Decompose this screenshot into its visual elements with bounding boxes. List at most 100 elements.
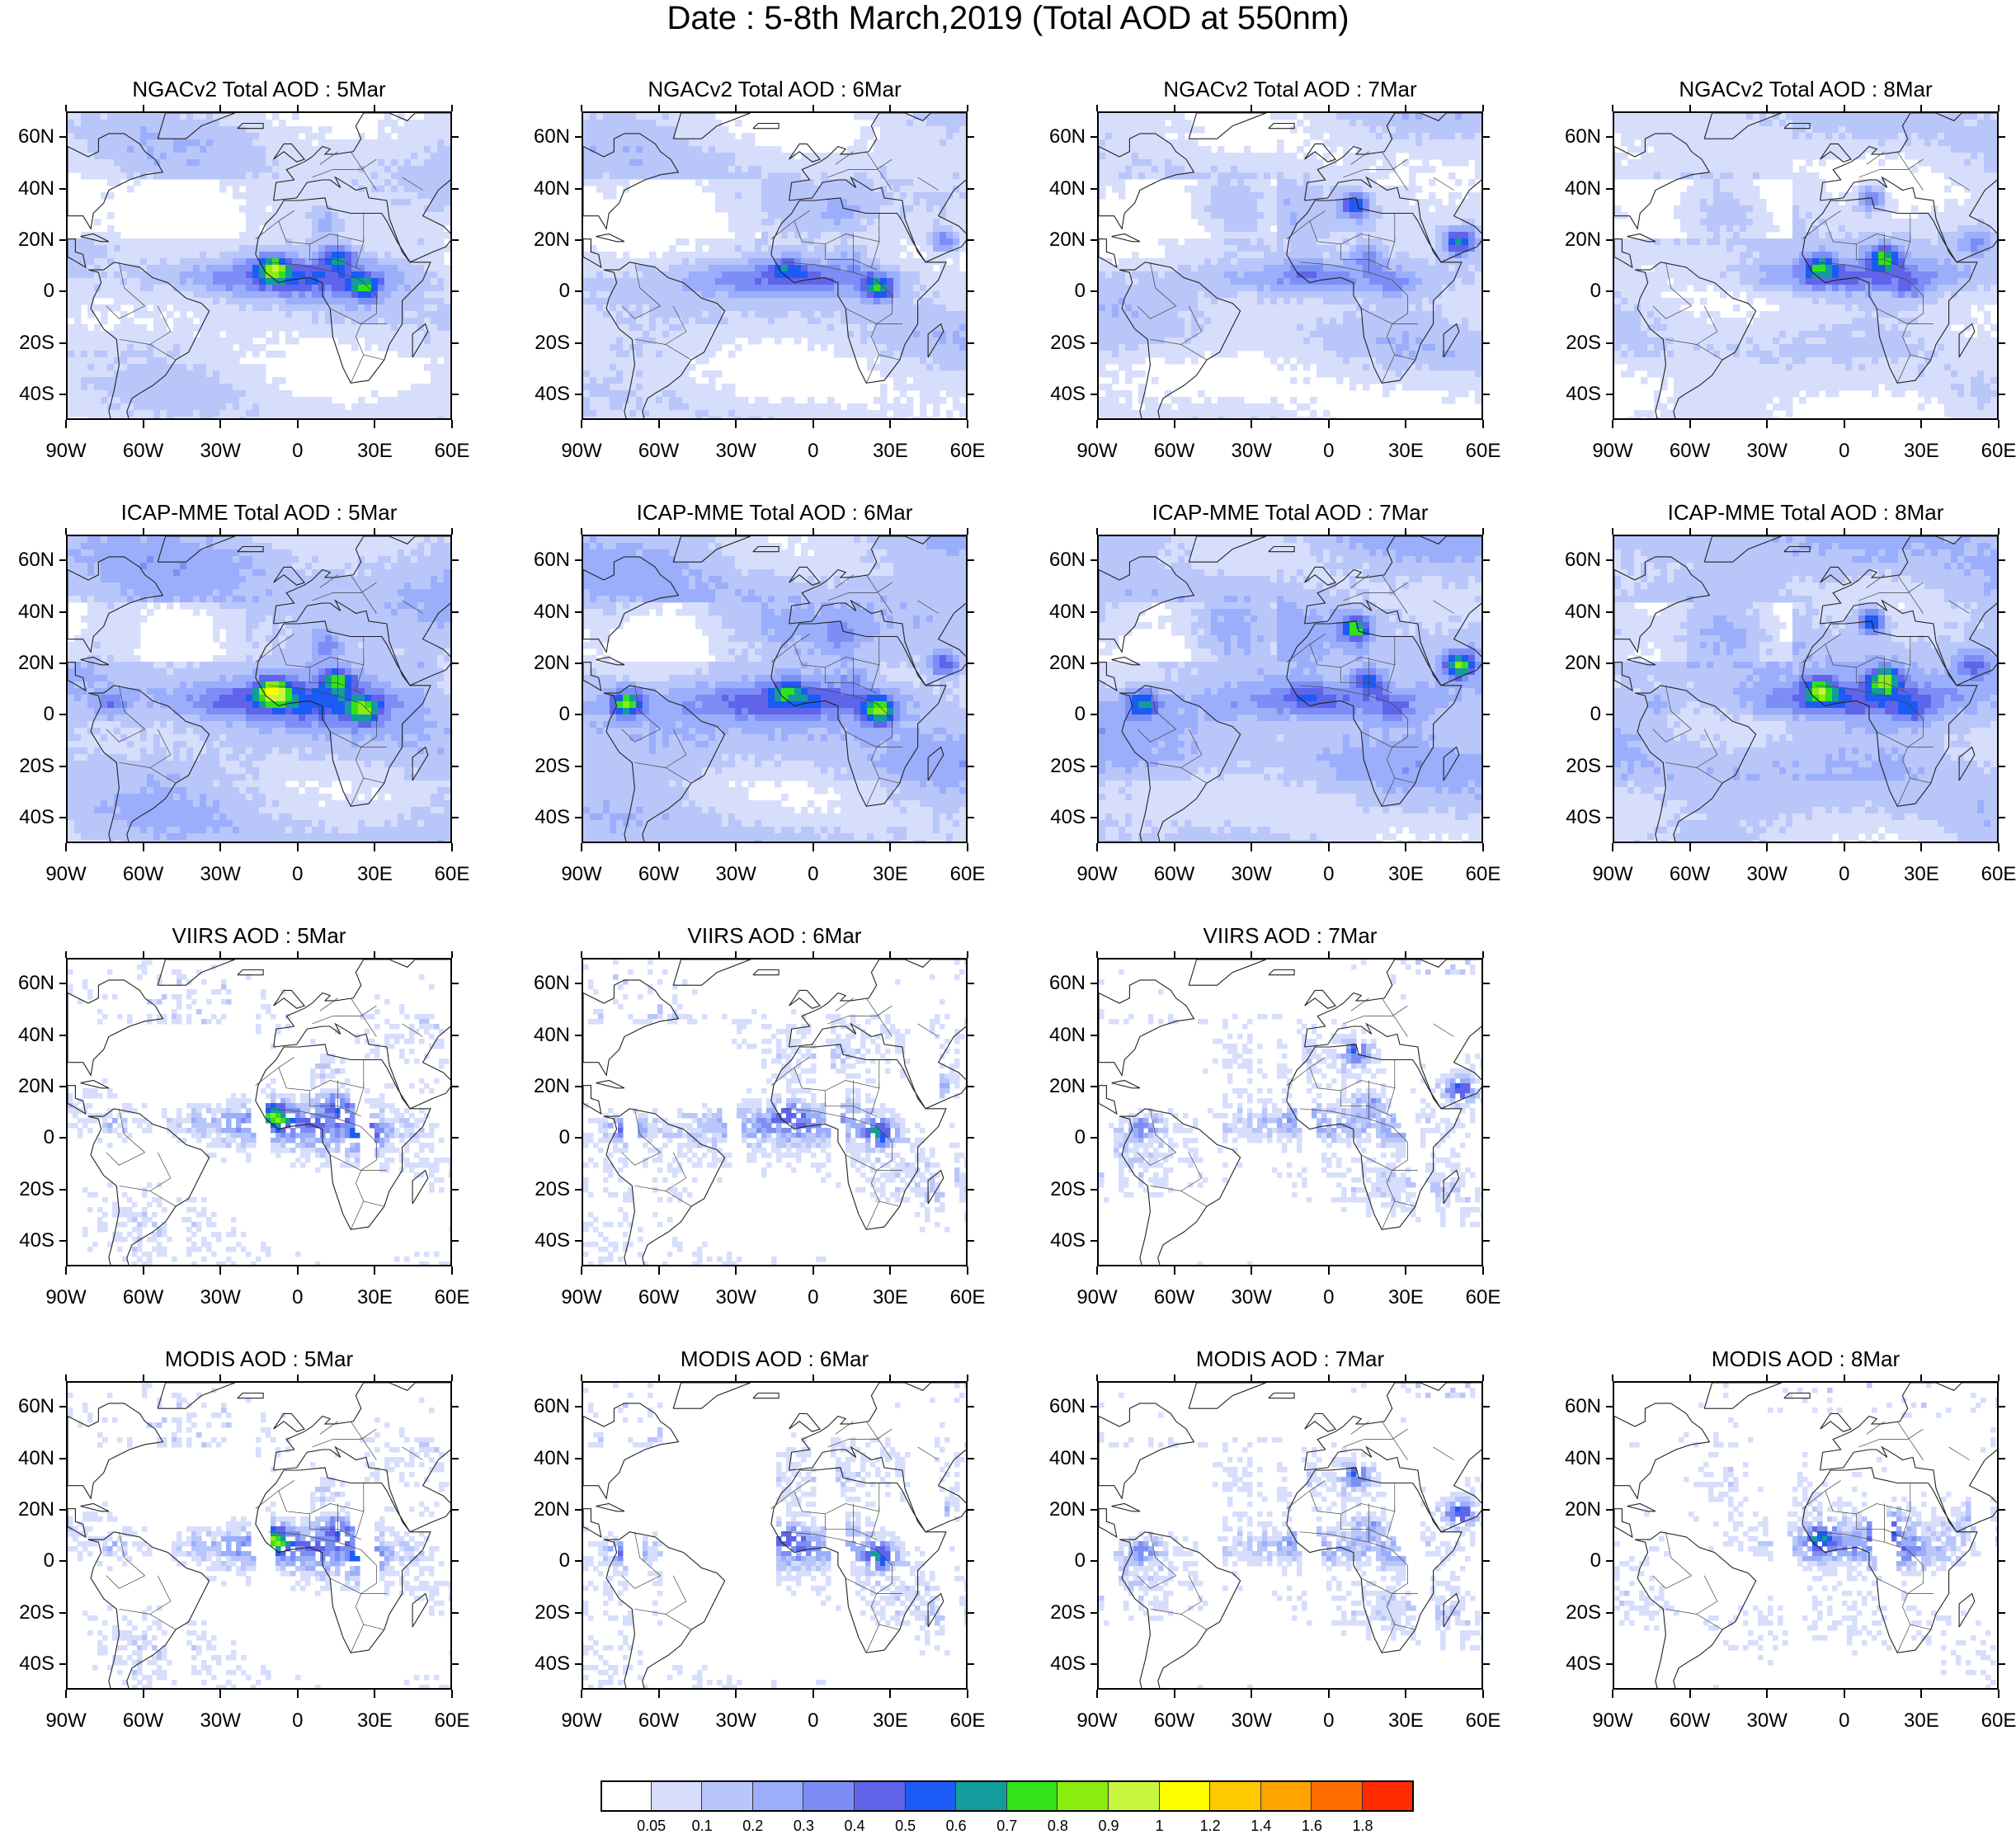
lon-tick bbox=[65, 843, 67, 851]
lon-tick bbox=[1251, 843, 1253, 851]
lat-tick bbox=[1483, 765, 1490, 767]
lat-tick-label: 40S bbox=[1552, 384, 1601, 404]
lat-tick bbox=[1483, 559, 1490, 562]
lon-tick bbox=[451, 528, 453, 535]
lon-tick bbox=[451, 420, 453, 428]
lon-tick-label: 90W bbox=[1580, 1711, 1646, 1731]
lon-tick-label: 0 bbox=[780, 1288, 846, 1308]
lon-tick bbox=[1998, 105, 2000, 111]
lon-tick-label: 60E bbox=[935, 865, 1001, 884]
lon-tick bbox=[1766, 105, 1769, 111]
lat-tick-label: 40S bbox=[1036, 1653, 1086, 1674]
lat-tick bbox=[1090, 1239, 1097, 1242]
lon-tick bbox=[812, 528, 814, 535]
lat-tick bbox=[59, 1137, 66, 1139]
lon-tick-label: 30E bbox=[1373, 1711, 1439, 1731]
lon-tick-label: 60E bbox=[1966, 865, 2016, 884]
lon-tick-label: 0 bbox=[1296, 1288, 1362, 1308]
lat-tick bbox=[452, 1239, 459, 1242]
lat-tick bbox=[575, 816, 582, 818]
lat-tick-label: 20S bbox=[5, 332, 54, 353]
lat-tick bbox=[1483, 342, 1490, 344]
lon-tick-label: 60W bbox=[626, 441, 692, 461]
lat-tick-label: 60N bbox=[520, 127, 570, 147]
map-plot-area bbox=[66, 1381, 452, 1690]
lon-tick bbox=[1920, 105, 1923, 111]
lat-tick bbox=[1090, 1508, 1097, 1511]
aod-field bbox=[1099, 960, 1481, 1265]
lon-tick-label: 60W bbox=[1142, 441, 1208, 461]
lon-tick-label: 60W bbox=[1142, 1288, 1208, 1308]
lon-tick bbox=[735, 105, 737, 111]
lat-tick bbox=[452, 1560, 459, 1563]
lat-tick-label: 20N bbox=[1036, 1499, 1086, 1520]
lon-tick bbox=[1612, 1690, 1613, 1698]
lon-tick-label: 0 bbox=[1811, 1711, 1877, 1731]
lon-tick bbox=[657, 1375, 660, 1381]
lon-tick bbox=[1612, 420, 1613, 428]
lon-tick bbox=[1327, 1375, 1330, 1381]
lon-tick bbox=[142, 105, 144, 111]
lat-tick-label: 20N bbox=[1036, 1076, 1086, 1096]
lon-tick-label: 90W bbox=[1064, 1711, 1130, 1731]
lon-tick bbox=[451, 1266, 453, 1275]
panel-title: NGACv2 Total AOD : 7Mar bbox=[1097, 77, 1483, 101]
aod-field bbox=[583, 1383, 966, 1688]
lon-tick bbox=[1173, 528, 1175, 535]
lon-tick-label: 60W bbox=[1657, 865, 1723, 884]
lat-tick bbox=[452, 1085, 459, 1087]
aod-field bbox=[1099, 1383, 1481, 1688]
lon-tick-label: 0 bbox=[265, 865, 331, 884]
coastlines bbox=[583, 1383, 966, 1688]
panel-title: ICAP-MME Total AOD : 8Mar bbox=[1613, 500, 1999, 525]
panel-title: ICAP-MME Total AOD : 7Mar bbox=[1097, 500, 1483, 525]
lon-tick bbox=[1482, 1375, 1484, 1381]
lon-tick-label: 30W bbox=[187, 1711, 253, 1731]
lat-tick bbox=[59, 1560, 66, 1563]
map-svg bbox=[1099, 536, 1481, 842]
aod-field bbox=[68, 536, 450, 842]
lon-tick bbox=[1173, 105, 1175, 111]
lon-tick bbox=[1766, 528, 1769, 535]
lat-tick bbox=[59, 1662, 66, 1665]
lat-tick-label: 20S bbox=[520, 332, 570, 353]
lat-tick-label: 60N bbox=[5, 127, 54, 147]
lon-tick bbox=[581, 420, 582, 428]
lon-tick bbox=[451, 105, 453, 111]
lon-tick-label: 60W bbox=[1142, 865, 1208, 884]
lat-tick bbox=[1090, 1085, 1097, 1087]
lon-tick bbox=[1920, 1690, 1923, 1698]
lat-tick bbox=[575, 611, 582, 613]
lat-tick bbox=[1090, 1560, 1097, 1563]
lat-tick-label: 20N bbox=[1036, 653, 1086, 673]
lat-tick bbox=[1483, 1560, 1490, 1563]
lat-tick-label: 40S bbox=[520, 384, 570, 404]
lat-tick-label: 40S bbox=[520, 1653, 570, 1674]
lon-tick bbox=[65, 105, 67, 111]
panel-title: VIIRS AOD : 7Mar bbox=[1097, 923, 1483, 948]
colorbar-label: 1.6 bbox=[1291, 1818, 1332, 1833]
lon-tick bbox=[219, 951, 222, 958]
lat-tick-label: 0 bbox=[5, 281, 54, 301]
lon-tick-label: 30E bbox=[857, 1711, 923, 1731]
lon-tick-label: 30W bbox=[187, 865, 253, 884]
lon-tick bbox=[1689, 420, 1691, 428]
lon-tick bbox=[296, 1375, 299, 1381]
lat-tick bbox=[1999, 611, 2005, 613]
lon-tick bbox=[1843, 1375, 1845, 1381]
lon-tick bbox=[1482, 105, 1484, 111]
lat-tick-label: 40S bbox=[5, 807, 54, 828]
lat-tick bbox=[1483, 1508, 1490, 1511]
lat-tick bbox=[1606, 342, 1613, 344]
lon-tick bbox=[1405, 105, 1407, 111]
lon-tick bbox=[219, 105, 222, 111]
lon-tick bbox=[889, 1375, 892, 1381]
lat-tick-label: 40N bbox=[520, 601, 570, 622]
lon-tick bbox=[1920, 528, 1923, 535]
colorbar-label: 0.7 bbox=[987, 1818, 1028, 1833]
panel-title: MODIS AOD : 5Mar bbox=[66, 1346, 452, 1371]
lon-tick-label: 60W bbox=[626, 1288, 692, 1308]
lat-tick bbox=[968, 1137, 974, 1139]
lon-tick bbox=[1096, 951, 1098, 958]
lon-tick bbox=[296, 843, 299, 851]
